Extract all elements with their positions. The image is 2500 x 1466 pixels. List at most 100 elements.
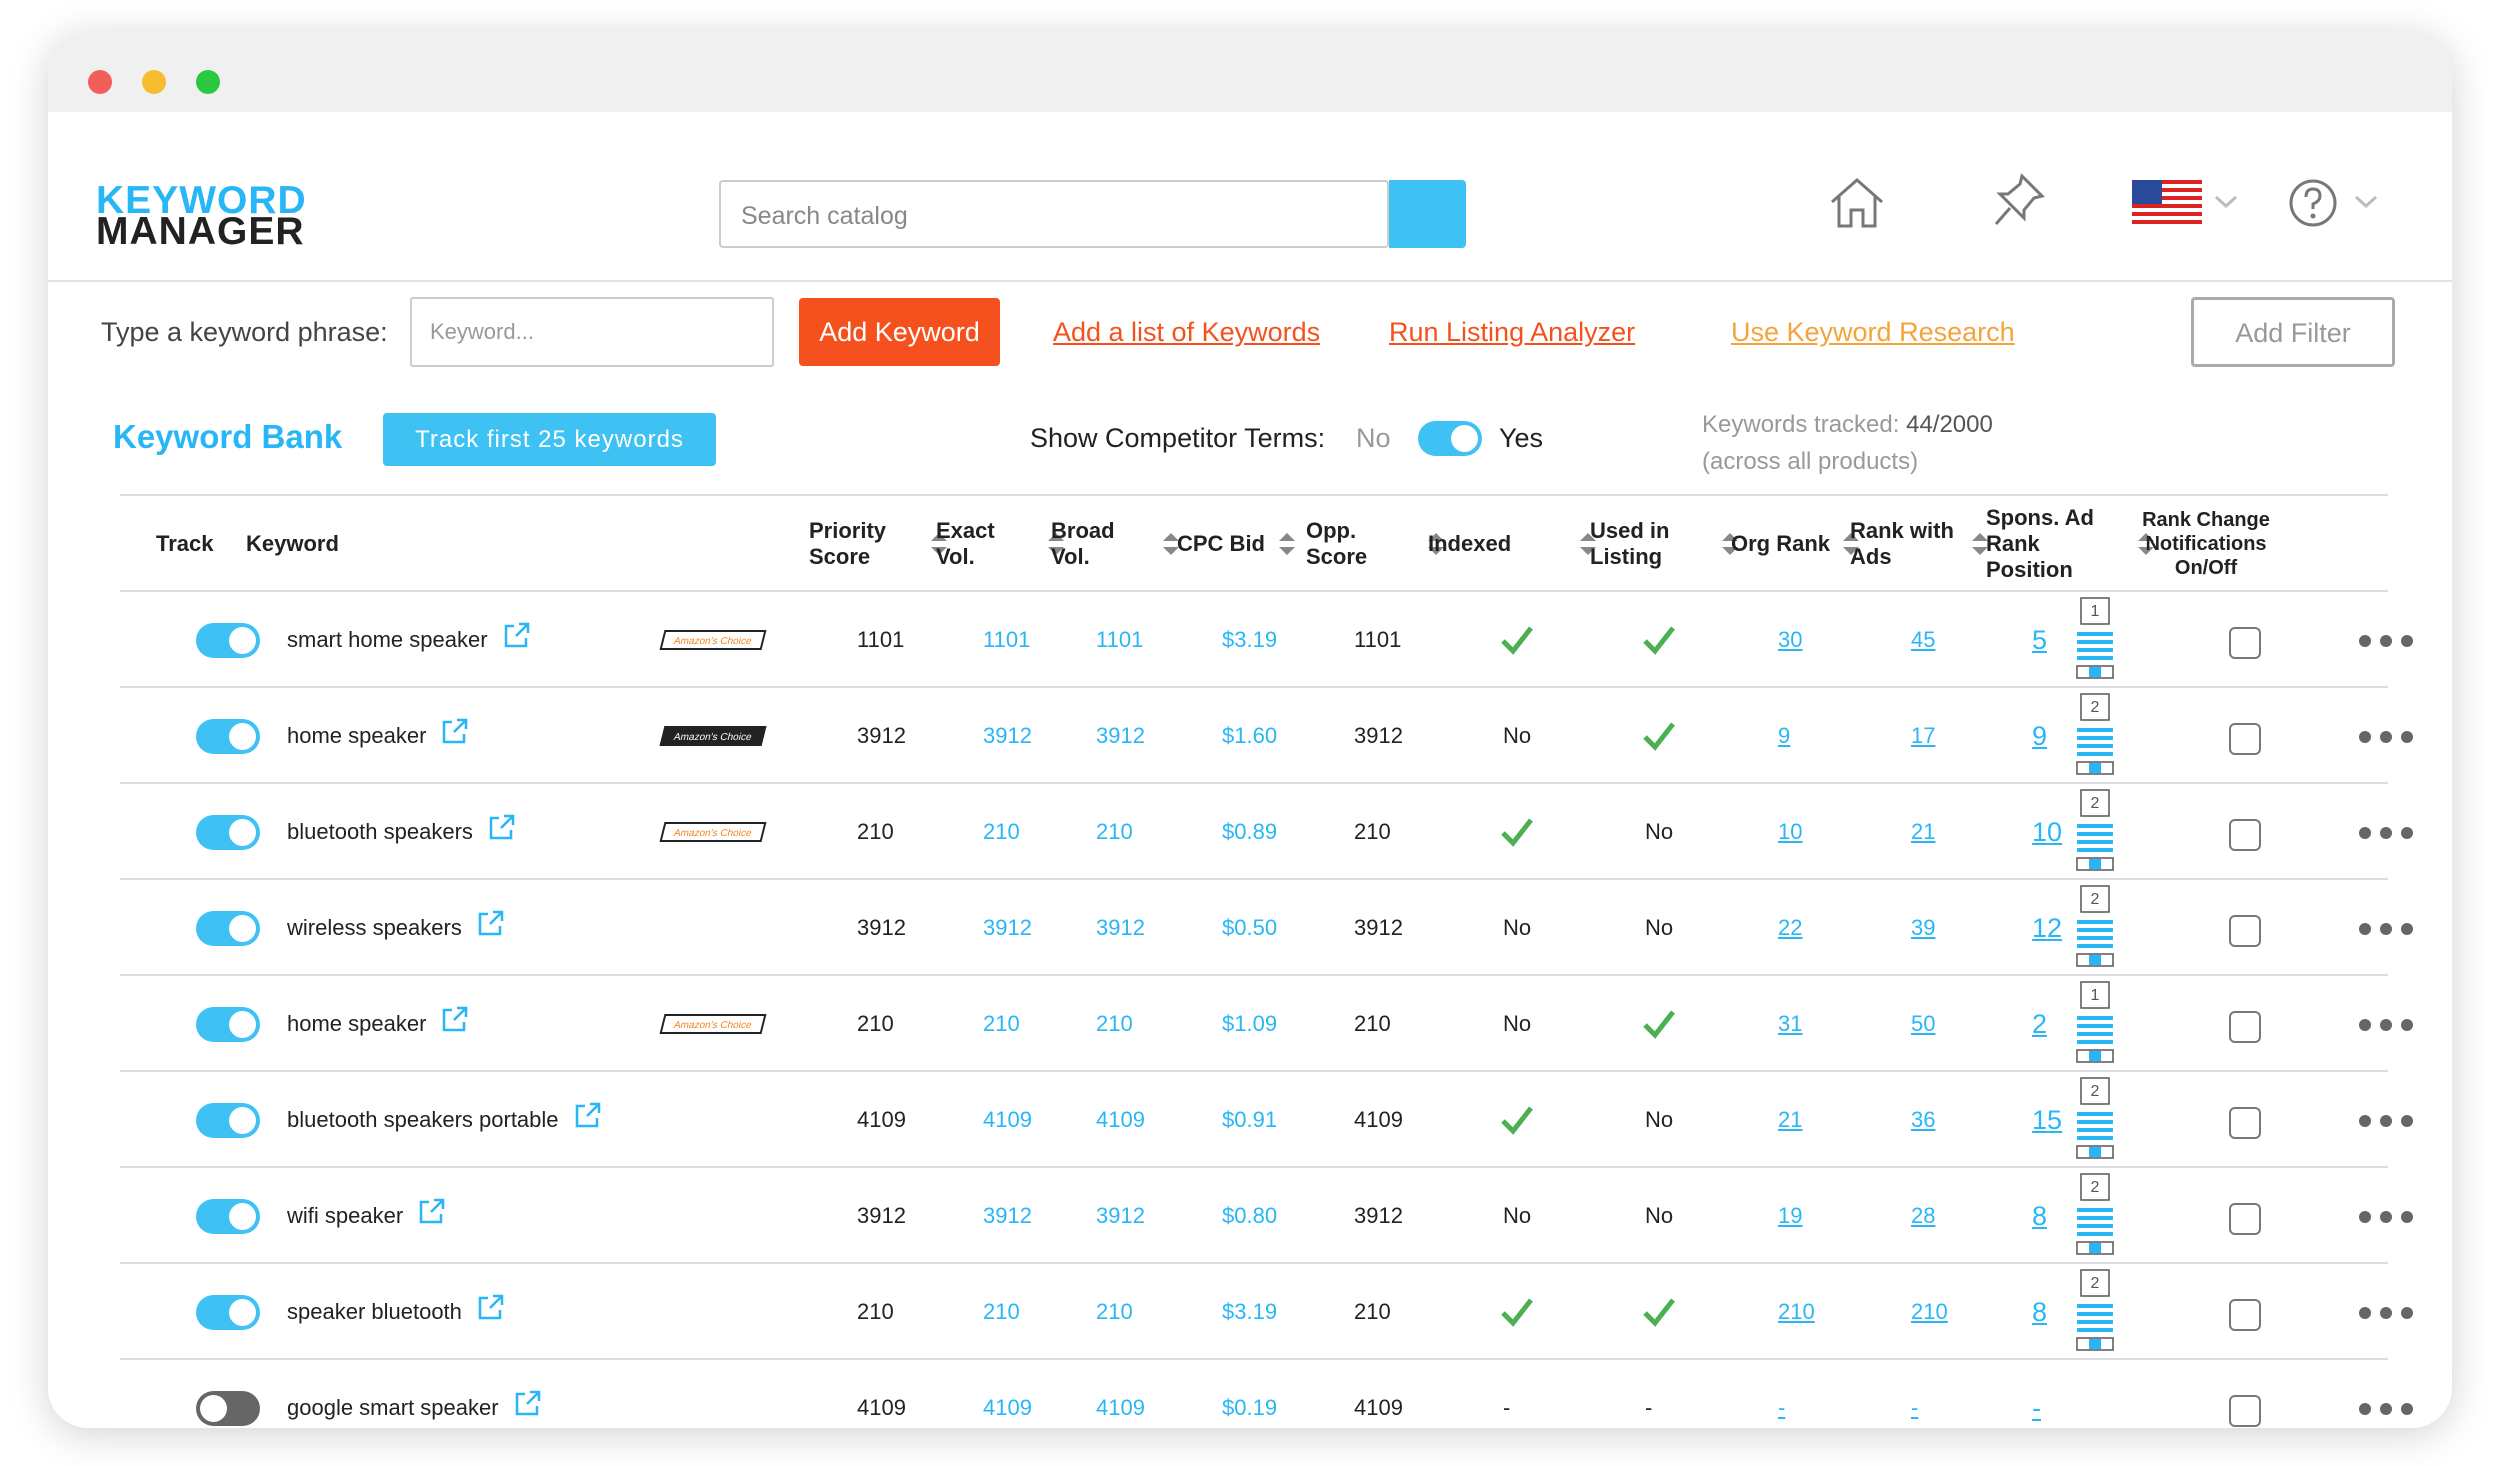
spons-position[interactable]: 9	[2032, 721, 2048, 751]
external-link-icon[interactable]	[573, 1102, 601, 1130]
sort-icon[interactable]	[1841, 531, 1861, 557]
external-link-icon[interactable]	[487, 814, 515, 842]
add-list-link[interactable]: Add a list of Keywords	[1053, 317, 1321, 347]
add-keyword-button[interactable]: Add Keyword	[799, 298, 1000, 366]
flag-icon[interactable]	[2132, 180, 2202, 224]
track-toggle[interactable]	[196, 623, 260, 658]
toggle-knob	[229, 1011, 256, 1038]
column-header: Spons. Ad Rank Position	[1986, 496, 2166, 592]
competitor-toggle[interactable]	[1418, 421, 1482, 456]
more-menu[interactable]	[2358, 1402, 2414, 1416]
org-rank[interactable]: 31	[1778, 1011, 1803, 1036]
org-rank[interactable]: 10	[1778, 819, 1803, 844]
minimize-dot[interactable]	[142, 70, 166, 94]
notify-checkbox[interactable]	[2229, 1395, 2261, 1427]
menu-dot	[2401, 1019, 2413, 1031]
spons-position[interactable]: 8	[2032, 1201, 2048, 1231]
notify-checkbox[interactable]	[2229, 1203, 2261, 1235]
org-rank[interactable]: 9	[1778, 723, 1791, 748]
spons-position[interactable]: 10	[2032, 817, 2063, 847]
sort-icon[interactable]	[1970, 531, 1990, 557]
rank-with-ads[interactable]: 50	[1911, 1011, 1936, 1036]
rank-with-ads[interactable]: 21	[1911, 819, 1936, 844]
more-menu[interactable]	[2358, 826, 2414, 840]
more-menu[interactable]	[2358, 730, 2414, 744]
position-line	[2077, 1304, 2113, 1308]
rank-with-ads[interactable]: -	[1911, 1395, 1919, 1420]
notify-checkbox[interactable]	[2229, 1299, 2261, 1331]
spons-position[interactable]: 15	[2032, 1105, 2063, 1135]
sort-icon[interactable]	[1161, 531, 1181, 557]
notify-checkbox[interactable]	[2229, 1107, 2261, 1139]
external-link-icon[interactable]	[440, 1006, 468, 1034]
more-menu[interactable]	[2358, 1306, 2414, 1320]
external-link-icon[interactable]	[440, 718, 468, 746]
spons-position[interactable]: 8	[2032, 1297, 2048, 1327]
add-filter-button[interactable]: Add Filter	[2191, 297, 2395, 367]
external-link-icon[interactable]	[513, 1390, 541, 1418]
spons-position[interactable]: -	[2032, 1393, 2041, 1423]
search-button[interactable]	[1389, 180, 1466, 248]
external-link-icon[interactable]	[502, 622, 530, 650]
rank-with-ads[interactable]: 210	[1911, 1299, 1948, 1324]
spons-position[interactable]: 12	[2032, 913, 2063, 943]
sort-icon[interactable]	[1277, 531, 1297, 557]
search-input[interactable]: Search catalog	[719, 180, 1389, 248]
rank-with-ads[interactable]: 28	[1911, 1203, 1936, 1228]
pin-icon[interactable]	[1992, 172, 2046, 228]
org-rank[interactable]: -	[1778, 1395, 1786, 1420]
org-rank[interactable]: 30	[1778, 627, 1803, 652]
spons-position[interactable]: 2	[2032, 1009, 2048, 1039]
menu-dot	[2359, 1211, 2371, 1223]
external-link-icon[interactable]	[417, 1198, 445, 1226]
external-link-icon[interactable]	[476, 910, 504, 938]
track-button[interactable]: Track first 25 keywords	[383, 413, 716, 466]
help-icon[interactable]	[2288, 178, 2338, 228]
spons-position[interactable]: 5	[2032, 625, 2048, 655]
notify-checkbox[interactable]	[2229, 627, 2261, 659]
rank-with-ads[interactable]: 17	[1911, 723, 1936, 748]
flag-chevron[interactable]	[2214, 194, 2238, 210]
track-toggle[interactable]	[196, 1199, 260, 1234]
track-toggle[interactable]	[196, 1103, 260, 1138]
notify-checkbox[interactable]	[2229, 915, 2261, 947]
more-menu[interactable]	[2358, 1210, 2414, 1224]
org-rank[interactable]: 22	[1778, 915, 1803, 940]
home-icon[interactable]	[1828, 176, 1886, 230]
sort-icon[interactable]	[2136, 531, 2156, 557]
notify-checkbox[interactable]	[2229, 819, 2261, 851]
external-link-icon[interactable]	[476, 1294, 504, 1322]
track-toggle[interactable]	[196, 1391, 260, 1426]
keyword-input[interactable]: Keyword...	[410, 297, 774, 367]
more-menu[interactable]	[2358, 1114, 2414, 1128]
track-toggle[interactable]	[196, 1295, 260, 1330]
listing-analyzer-link[interactable]: Run Listing Analyzer	[1389, 317, 1636, 347]
notify-checkbox[interactable]	[2229, 1011, 2261, 1043]
position-line	[2077, 840, 2113, 844]
column-label: Exact Vol.	[936, 518, 995, 569]
track-toggle[interactable]	[196, 911, 260, 946]
sort-icon[interactable]	[1578, 531, 1598, 557]
sort-icon[interactable]	[1046, 531, 1066, 557]
position-line	[2077, 640, 2113, 644]
rank-with-ads[interactable]: 36	[1911, 1107, 1936, 1132]
org-rank[interactable]: 21	[1778, 1107, 1803, 1132]
keyword-research-link[interactable]: Use Keyword Research	[1731, 317, 2015, 347]
maximize-dot[interactable]	[196, 70, 220, 94]
org-rank[interactable]: 210	[1778, 1299, 1815, 1324]
track-toggle[interactable]	[196, 815, 260, 850]
rank-with-ads[interactable]: 39	[1911, 915, 1936, 940]
track-toggle[interactable]	[196, 1007, 260, 1042]
more-menu[interactable]	[2358, 634, 2414, 648]
notify-checkbox[interactable]	[2229, 723, 2261, 755]
more-menu[interactable]	[2358, 922, 2414, 936]
help-chevron[interactable]	[2354, 194, 2378, 210]
close-dot[interactable]	[88, 70, 112, 94]
org-rank[interactable]: 19	[1778, 1203, 1803, 1228]
rank-with-ads[interactable]: 45	[1911, 627, 1936, 652]
sort-icon[interactable]	[929, 531, 949, 557]
sort-icon[interactable]	[1426, 531, 1446, 557]
more-menu[interactable]	[2358, 1018, 2414, 1032]
sort-icon[interactable]	[1720, 531, 1740, 557]
track-toggle[interactable]	[196, 719, 260, 754]
